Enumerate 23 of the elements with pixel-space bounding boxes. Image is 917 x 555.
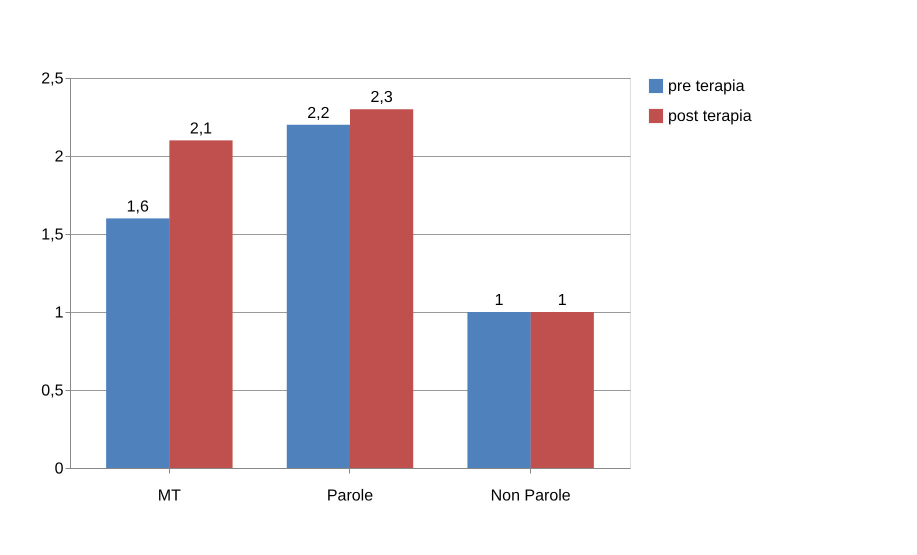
data-label: 2,3 [370,89,393,106]
bar [286,124,350,468]
x-tick-label: MT [158,488,182,504]
bar [169,140,233,468]
bar [467,312,531,468]
y-tick-label: 2,5 [41,70,64,88]
data-label: 1 [494,292,504,309]
x-tick-label: Parole [326,488,374,504]
data-label: 2,2 [307,104,330,122]
bar [530,312,594,468]
y-tick-label: 1 [54,304,64,322]
data-label: 1,6 [126,198,149,216]
bar [106,218,170,468]
y-tick-label: 1,5 [41,226,64,244]
legend-label: post terapia [668,108,752,125]
y-tick-label: 0 [54,460,64,478]
y-tick-label: 0,5 [41,382,64,400]
x-tick-label: Non Parole [490,488,571,504]
data-label: 1 [558,292,567,309]
legend-label: pre terapia [668,78,745,95]
y-tick-label: 2 [54,148,64,166]
bar [350,109,414,468]
data-label: 2,1 [190,120,212,138]
